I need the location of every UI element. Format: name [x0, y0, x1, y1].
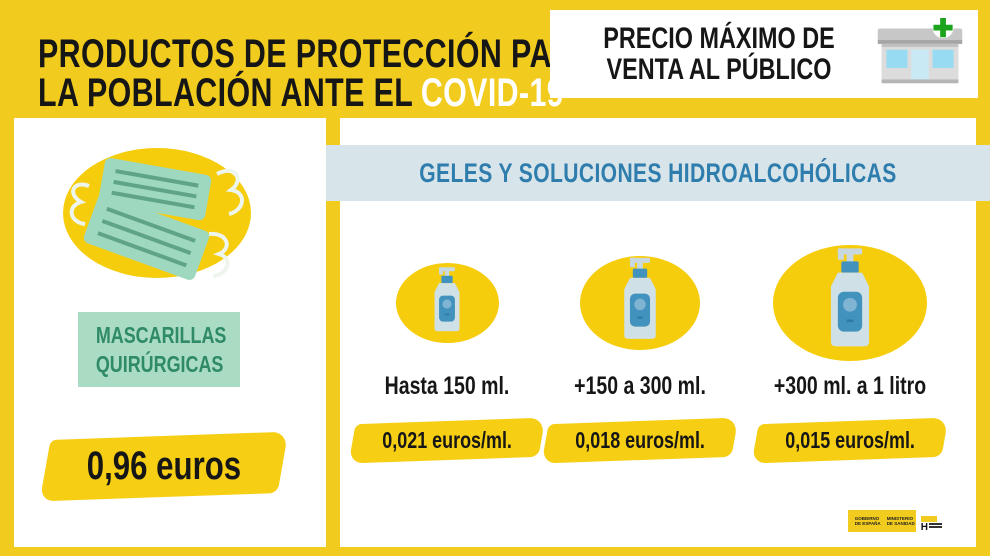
ministry-name: MINISTERIO DE SANIDAD: [886, 516, 915, 526]
gels-card: GELES Y SOLUCIONES HIDROALCOHÓLICAS: [325, 118, 990, 547]
gel-size-label: +150 a 300 ml.: [574, 372, 706, 400]
gel-price-value: 0,018 euros/ml.: [575, 427, 705, 453]
publisher-lines: [929, 523, 942, 529]
gel-illustration-medium: [580, 256, 700, 350]
gel-bottle-icon: [434, 267, 460, 332]
gels-title-text: GELES Y SOLUCIONES HIDROALCOHÓLICAS: [419, 157, 897, 188]
title-covid-highlight: COVID-19: [420, 70, 565, 115]
gel-size-label: +300 ml. a 1 litro: [773, 372, 927, 400]
gel-item-small: Hasta 150 ml. 0,021 euros/ml.: [350, 208, 544, 460]
gel-bottle-icon: [624, 257, 656, 339]
gel-price-highlight: 0,018 euros/ml.: [545, 421, 735, 460]
masks-card: MASCARILLAS QUIRÚRGICAS 0,96 euros: [14, 118, 326, 547]
masks-label-line1: MASCARILLAS: [95, 321, 227, 348]
pmvp-line1: PRECIO MÁXIMO DE: [603, 22, 835, 55]
title-line2-text: LA POBLACIÓN ANTE EL: [38, 70, 414, 115]
pharmacy-icon: [872, 16, 968, 92]
masks-price-value: 0,96 euros: [86, 444, 242, 488]
gel-price: 0,021 euros/ml.: [350, 421, 544, 460]
masks-illustration: [63, 148, 251, 280]
government-logo: GOBIERNO DE ESPAÑA MINISTERIO DE SANIDAD: [847, 510, 916, 532]
gel-item-large: +300 ml. a 1 litro 0,015 euros/ml.: [736, 208, 964, 460]
surgical-masks-icon: [69, 158, 244, 280]
publisher-logo: H: [920, 516, 942, 533]
government-name: GOBIERNO DE ESPAÑA: [854, 516, 881, 526]
pmvp-line2: VENTA AL PÚBLICO: [606, 53, 832, 86]
masks-price: 0,96 euros: [14, 436, 314, 497]
gel-price-highlight: 0,015 euros/ml.: [755, 421, 945, 460]
title-line2: LA POBLACIÓN ANTE EL COVID-19: [38, 70, 565, 115]
gel-size-label: Hasta 150 ml.: [384, 372, 510, 400]
gel-price: 0,018 euros/ml.: [544, 421, 736, 460]
footer-logos: GOBIERNO DE ESPAÑA MINISTERIO DE SANIDAD…: [847, 510, 942, 533]
publisher-tag: [920, 516, 937, 522]
masks-label-line2: QUIRÚRGICAS: [95, 350, 224, 377]
gel-price: 0,015 euros/ml.: [736, 421, 964, 460]
max-retail-price-box: PRECIO MÁXIMO DE VENTA AL PÚBLICO: [550, 10, 978, 98]
masks-price-highlight: 0,96 euros: [45, 436, 283, 497]
title-line1: PRODUCTOS DE PROTECCIÓN PARA: [38, 31, 597, 76]
gel-price-value: 0,021 euros/ml.: [382, 427, 512, 453]
gel-price-highlight: 0,021 euros/ml.: [352, 421, 542, 460]
gel-illustration-small: [395, 263, 499, 343]
gels-title-box: GELES Y SOLUCIONES HIDROALCOHÓLICAS: [325, 145, 990, 201]
gel-illustration-large: [773, 245, 927, 361]
gel-item-medium: +150 a 300 ml. 0,018 euros/ml.: [544, 208, 736, 460]
gel-bottle-icon: [830, 248, 870, 347]
page-title: PRODUCTOS DE PROTECCIÓN PARA LA POBLACIÓ…: [38, 31, 773, 115]
masks-label-box: MASCARILLAS QUIRÚRGICAS: [78, 312, 240, 387]
gel-price-value: 0,015 euros/ml.: [785, 427, 915, 453]
max-retail-price-text: PRECIO MÁXIMO DE VENTA AL PÚBLICO: [566, 23, 872, 85]
publisher-mark: H: [920, 522, 928, 533]
